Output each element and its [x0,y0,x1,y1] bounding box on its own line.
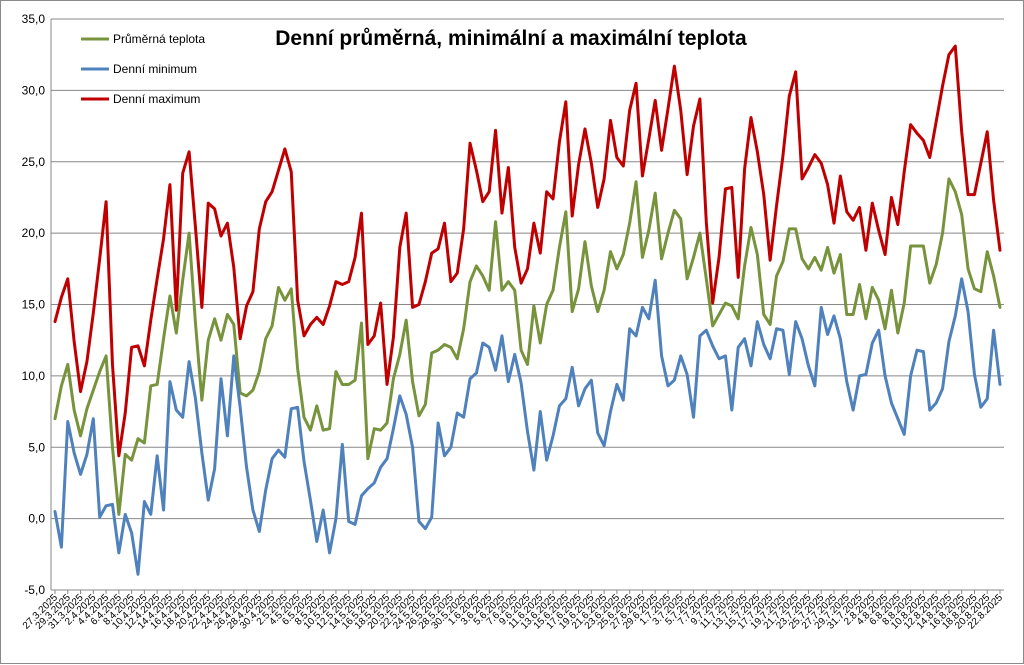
legend-item-minimum: Denní minimum [81,62,197,76]
legend-label: Denní minimum [113,62,197,76]
series-line-maximum [53,44,1002,458]
series-line-average [53,177,1002,516]
y-tick-label: 5,0 [28,440,45,454]
series-lines [53,44,1002,576]
y-tick-label: 25,0 [22,155,46,169]
y-tick-label: 0,0 [28,512,45,526]
y-tick-label: 10,0 [22,369,46,383]
y-tick-label: 15,0 [22,298,46,312]
y-tick-label: -5,0 [24,583,45,597]
y-tick-label: 20,0 [22,226,46,240]
legend-label: Denní maximum [113,92,200,106]
gridlines [51,18,1004,591]
series-line-minimum [53,277,1002,576]
y-axis-tick-labels: -5,0 0,0 5,0 10,0 15,0 20,0 25,0 30,0 35,0 [22,12,46,597]
chart-title: Denní průměrná, minimální a maximální te… [275,27,747,50]
x-axis-tick-labels: 27.3.202529.3.202531.3.20252.4.20254.4.2… [21,590,1005,632]
y-tick-label: 35,0 [22,12,46,26]
legend: Průměrná teplota Denní minimum Denní maxim… [81,32,205,106]
legend-item-maximum: Denní maximum [81,92,200,106]
y-tick-label: 30,0 [22,83,46,97]
legend-label: Průměrná teplota [113,32,205,46]
legend-item-average: Průměrná teplota [81,32,205,46]
